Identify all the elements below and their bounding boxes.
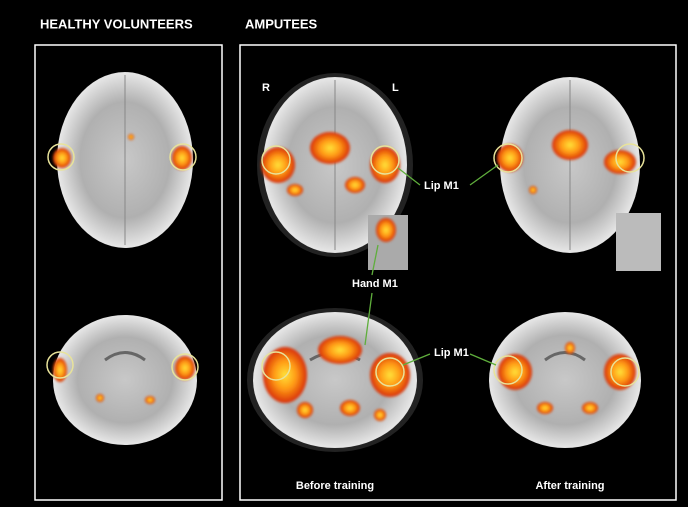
condition-label: Before training xyxy=(296,480,374,492)
condition-label: After training xyxy=(535,480,604,492)
heading: AMPUTEES xyxy=(245,16,318,31)
annotation: Lip M1 xyxy=(434,347,469,359)
leader-lines xyxy=(364,164,499,366)
activation-clusters xyxy=(53,130,636,421)
orientation-label: L xyxy=(392,82,399,94)
annotation: Hand M1 xyxy=(352,278,398,290)
panel-border xyxy=(34,44,223,501)
orientation-label: R xyxy=(262,82,270,94)
roi-rings xyxy=(46,143,645,387)
heading: HEALTHY VOLUNTEERS xyxy=(40,16,193,31)
brain-slices xyxy=(53,72,661,452)
annotation: Lip M1 xyxy=(424,180,459,192)
panel-border xyxy=(239,44,677,501)
